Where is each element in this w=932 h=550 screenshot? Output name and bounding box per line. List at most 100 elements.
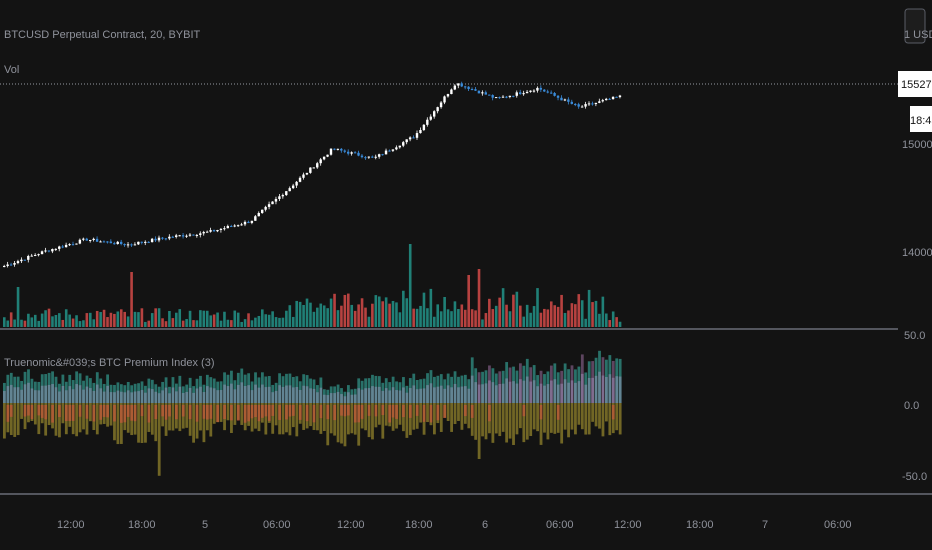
- premium-bar: [116, 403, 120, 445]
- premium-bar: [522, 365, 526, 403]
- premium-bar: [374, 386, 378, 403]
- premium-bar: [309, 403, 312, 427]
- premium-bar: [168, 405, 171, 417]
- premium-bar: [123, 392, 127, 403]
- candle-body: [71, 244, 75, 246]
- premium-bar: [85, 405, 89, 419]
- indicator-axis[interactable]: 50.0 0.0 -50.0: [902, 330, 927, 483]
- candle-body: [254, 216, 257, 221]
- premium-bar: [336, 384, 340, 403]
- candle-body: [181, 235, 185, 237]
- volume-bar: [453, 301, 457, 327]
- premium-bar: [223, 372, 226, 403]
- candle-body: [30, 255, 33, 257]
- premium-bar: [333, 386, 337, 403]
- premium-bar: [567, 382, 570, 403]
- volume-bar: [58, 313, 61, 327]
- time-axis[interactable]: 12:00 18:00 5 06:00 12:00 18:00 6 06:00 …: [57, 519, 852, 531]
- premium-bar: [347, 392, 350, 403]
- volume-bar: [574, 304, 577, 327]
- premium-bar: [126, 390, 130, 403]
- premium-bar: [415, 389, 419, 403]
- volume-bar: [6, 320, 10, 327]
- premium-bar: [192, 392, 195, 403]
- premium-bar: [484, 383, 488, 403]
- premium-bar: [529, 381, 533, 403]
- premium-bar: [316, 403, 319, 431]
- premium-bar: [367, 405, 371, 416]
- premium-bar: [61, 385, 65, 403]
- premium-bar: [605, 359, 608, 403]
- premium-bar: [216, 381, 220, 403]
- volume-bar: [357, 304, 360, 327]
- premium-bar: [433, 403, 436, 435]
- currency-button[interactable]: [904, 8, 926, 44]
- premium-bar: [157, 393, 161, 403]
- premium-bar: [543, 403, 546, 433]
- premium-bar: [226, 386, 230, 403]
- candle-body: [202, 232, 205, 234]
- volume-bar: [185, 319, 188, 327]
- premium-bar: [278, 405, 281, 420]
- premium-bar: [601, 403, 605, 437]
- indicator-pane[interactable]: [3, 350, 622, 476]
- premium-bar: [512, 381, 515, 403]
- candle-body: [16, 261, 20, 264]
- candle-body: [408, 137, 412, 140]
- candle-body: [147, 241, 150, 243]
- premium-bar: [113, 403, 116, 441]
- premium-bar: [123, 405, 127, 423]
- price-axis[interactable]: 1 USD 15527.5 18:45 15000.0 14000.0: [898, 8, 932, 259]
- volume-bar: [102, 309, 106, 327]
- premium-bar: [233, 389, 237, 403]
- premium-bar: [422, 388, 426, 403]
- premium-bar: [261, 405, 264, 418]
- candle-body: [574, 103, 577, 105]
- premium-bar: [27, 382, 30, 403]
- price-pane[interactable]: [0, 81, 898, 327]
- candle-body: [123, 244, 126, 246]
- premium-bar: [549, 403, 553, 433]
- premium-bar: [9, 403, 13, 436]
- candle-body: [498, 97, 501, 99]
- premium-bar: [192, 386, 195, 403]
- candle-body: [470, 89, 474, 91]
- premium-bar: [271, 392, 275, 403]
- premium-bar: [481, 403, 484, 437]
- candle-body: [340, 148, 343, 151]
- candle-body: [347, 151, 350, 154]
- candle-body: [37, 254, 40, 256]
- premium-bar: [199, 375, 202, 403]
- candle-body: [264, 206, 267, 210]
- premium-bar: [570, 365, 574, 403]
- premium-bar: [233, 403, 237, 425]
- premium-bar: [522, 380, 526, 403]
- premium-bar: [371, 403, 374, 440]
- premium-bar: [494, 403, 498, 434]
- premium-bar: [532, 403, 536, 430]
- premium-bar: [618, 376, 622, 403]
- premium-bar: [171, 403, 175, 431]
- premium-bar: [384, 403, 388, 426]
- premium-bar: [360, 389, 364, 403]
- volume-bar: [360, 298, 364, 327]
- premium-bar: [505, 378, 509, 403]
- premium-bar: [199, 386, 202, 403]
- volume-bar: [343, 294, 347, 327]
- premium-bar: [357, 388, 361, 403]
- premium-bar: [202, 384, 206, 403]
- premium-bar: [109, 392, 113, 403]
- volume-bar: [147, 320, 151, 327]
- premium-bar: [243, 385, 247, 403]
- volume-bar: [123, 311, 126, 327]
- premium-bar: [37, 403, 41, 435]
- volume-bar: [130, 272, 133, 327]
- volume-bar: [99, 312, 102, 327]
- volume-bar: [37, 320, 40, 327]
- volume-bar: [405, 298, 409, 327]
- premium-bar: [519, 379, 522, 403]
- volume-bar: [33, 314, 37, 327]
- candle-body: [51, 249, 54, 252]
- premium-bar: [439, 385, 443, 403]
